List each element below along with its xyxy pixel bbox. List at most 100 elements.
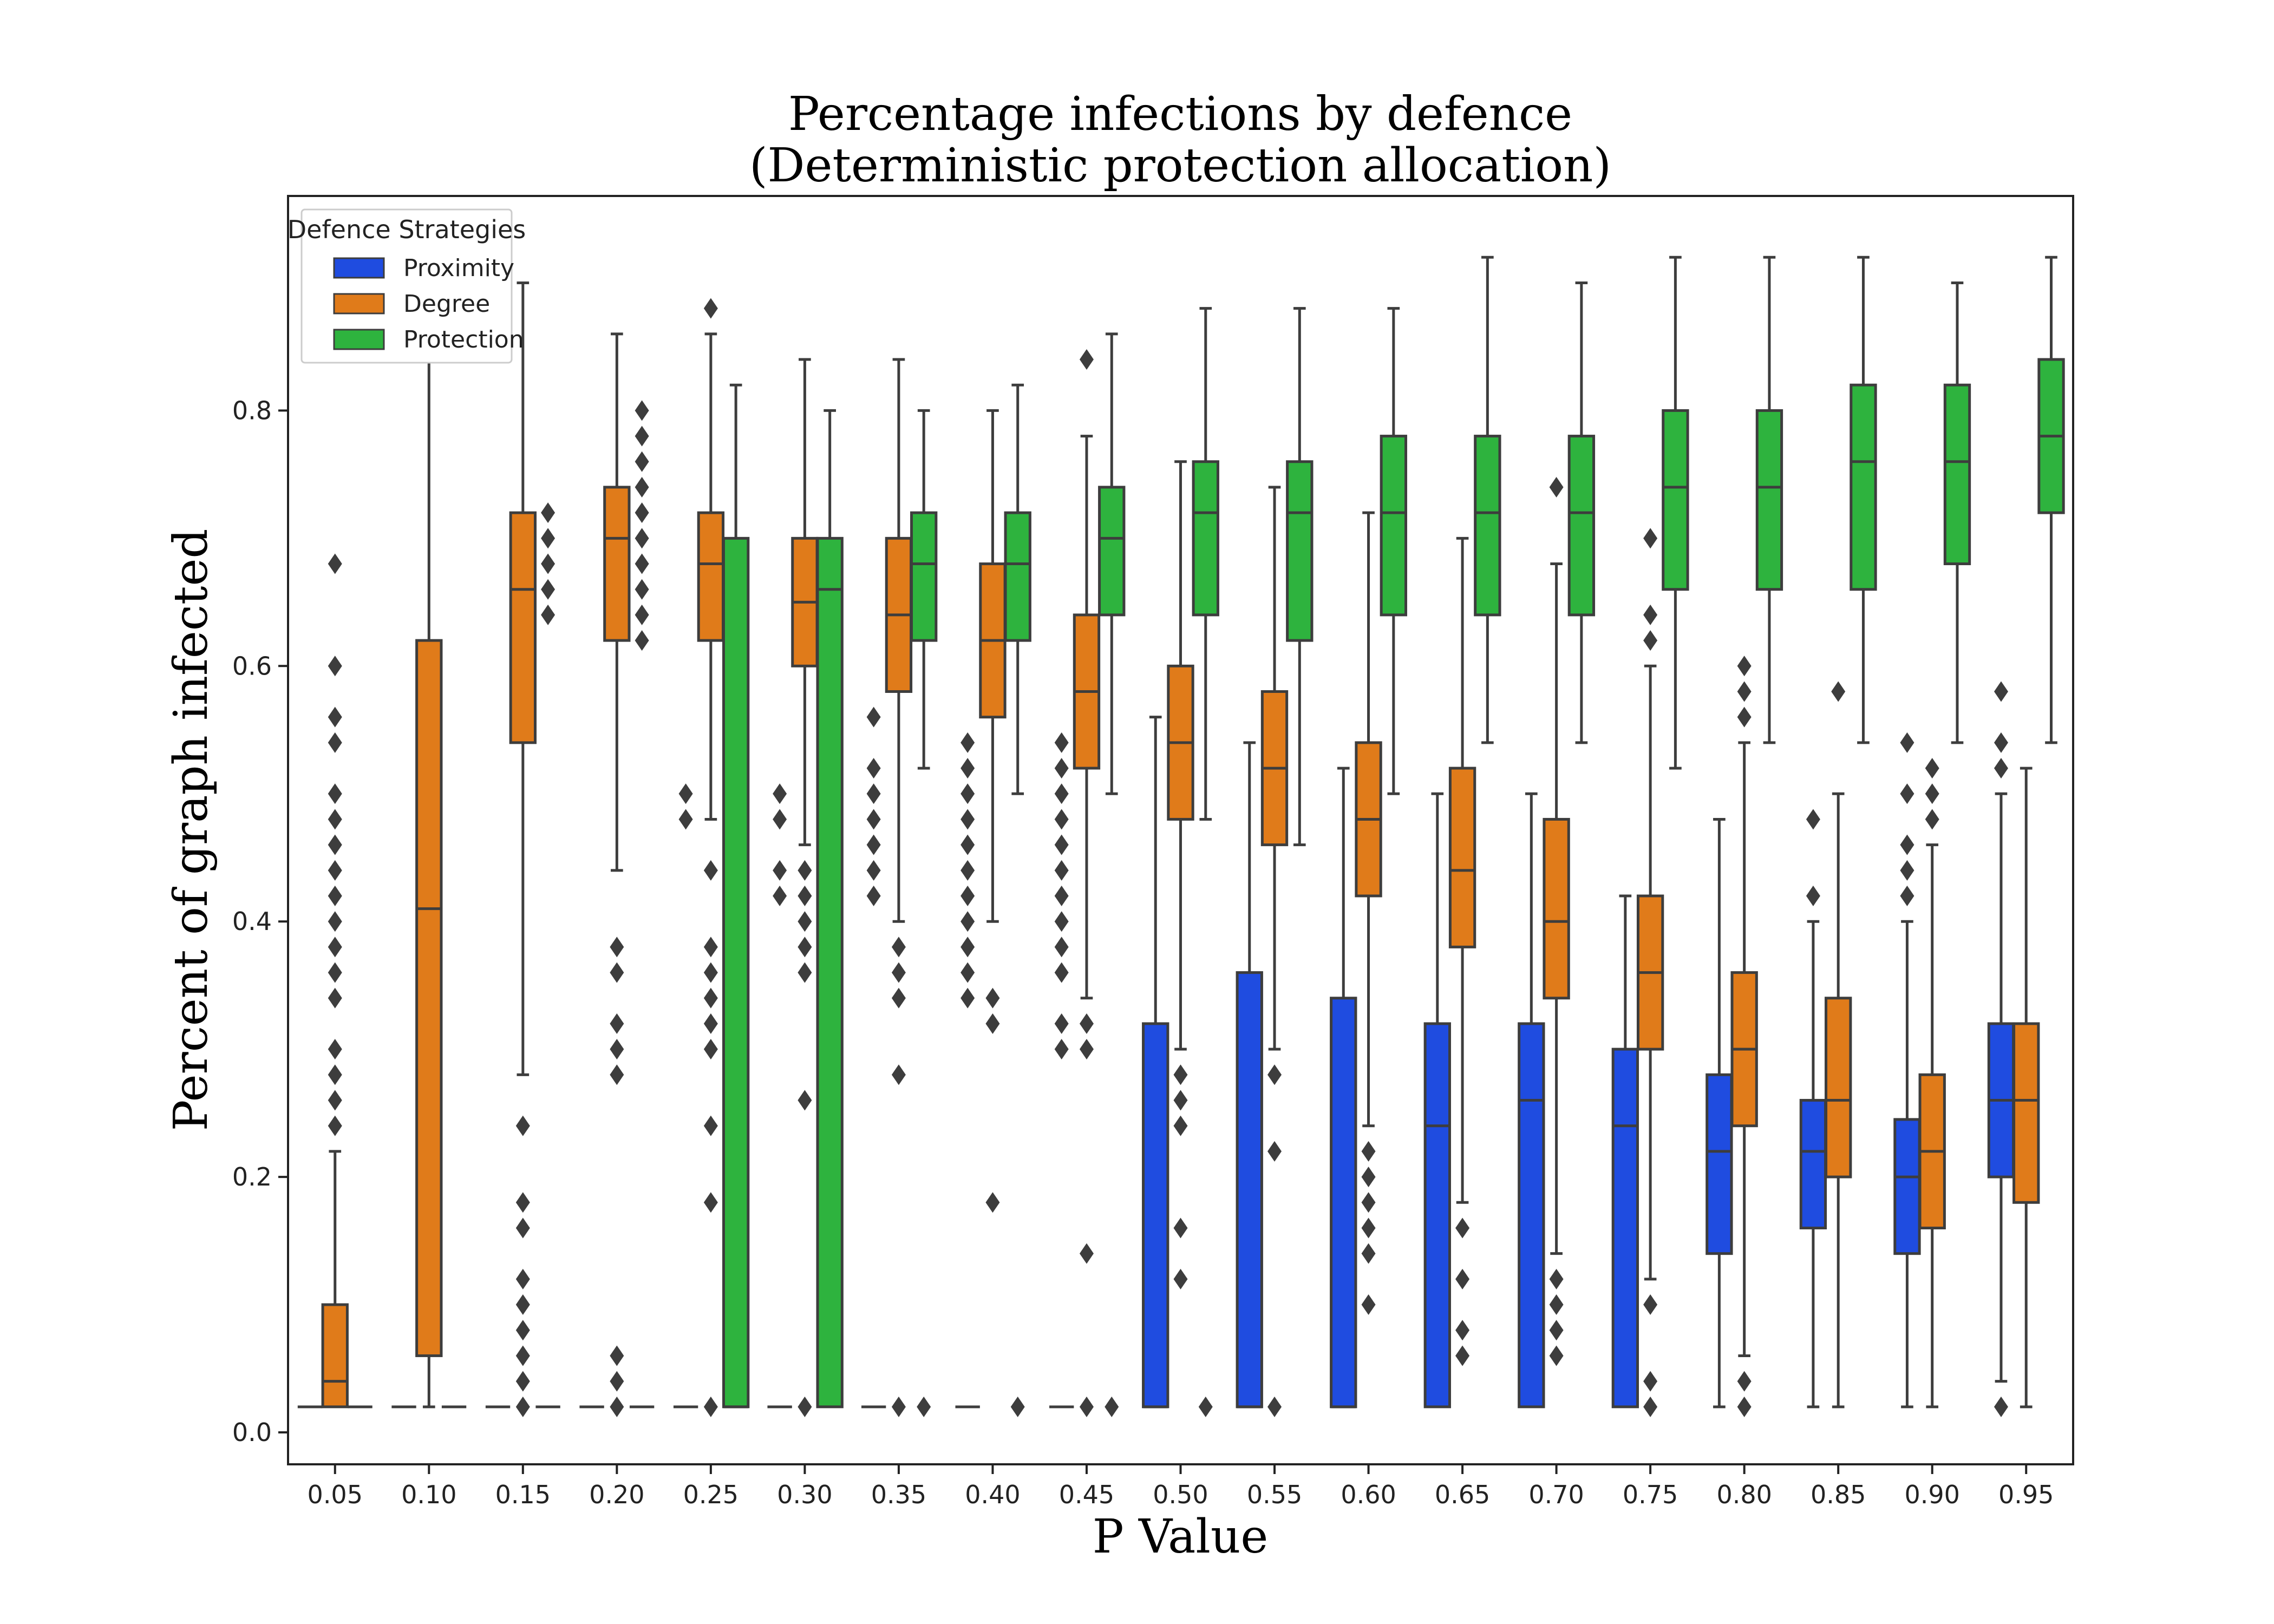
outlier-point <box>1079 1243 1094 1264</box>
box-group <box>2012 767 2040 1409</box>
outlier-point <box>1643 528 1658 549</box>
outlier-point <box>1054 1039 1069 1060</box>
x-tick-label: 0.05 <box>308 1480 363 1509</box>
box-body <box>910 511 938 642</box>
box-body <box>1611 1047 1639 1409</box>
box-group <box>1893 732 1921 1409</box>
outlier-point <box>703 1396 718 1417</box>
outlier-point <box>515 1345 530 1366</box>
box-group <box>673 783 698 1409</box>
outlier-point <box>1549 1268 1564 1289</box>
box-group <box>791 358 819 1417</box>
outlier-point <box>1455 1217 1470 1239</box>
outlier-point <box>703 298 718 319</box>
plot-area: 0.0 0.2 0.4 0.6 0.8 0.05 0.10 0.15 0.20 0.25 0.30 0… <box>232 256 2065 1509</box>
legend-entry-label: Proximity <box>403 254 514 282</box>
outlier-point <box>960 911 975 932</box>
box-group <box>1167 460 1194 1289</box>
outlier-point <box>1105 1396 1119 1417</box>
outlier-point <box>1079 1013 1094 1034</box>
outlier-point <box>328 962 342 983</box>
outlier-point <box>1455 1345 1470 1366</box>
outlier-point <box>1267 1396 1282 1417</box>
outlier-point <box>1549 1320 1564 1341</box>
box-body <box>1567 435 1596 617</box>
outlier-point <box>1198 1396 1213 1417</box>
outlier-point <box>610 962 624 983</box>
outlier-point <box>1079 1396 1094 1417</box>
x-tick-label: 0.85 <box>1811 1480 1866 1509</box>
x-tick-label: 0.35 <box>871 1480 926 1509</box>
box-group <box>1260 486 1289 1417</box>
box-group <box>1755 256 1783 744</box>
outlier-point <box>1643 630 1658 651</box>
outlier-point <box>635 425 649 447</box>
outlier-point <box>960 987 975 1009</box>
x-tick-label: 0.40 <box>965 1480 1020 1509</box>
box-group <box>1380 307 1408 795</box>
outlier-point <box>541 528 556 549</box>
outlier-point <box>1054 886 1069 907</box>
outlier-point <box>798 962 812 983</box>
box-body <box>1286 460 1314 642</box>
outlier-point <box>960 783 975 804</box>
outlier-point <box>328 1039 342 1060</box>
box-body <box>1825 997 1852 1178</box>
box-body <box>1518 1022 1545 1409</box>
outlier-point <box>328 1115 342 1136</box>
outlier-point <box>960 860 975 881</box>
outlier-point <box>1361 1243 1376 1264</box>
box-group <box>1142 716 1169 1409</box>
outlier-point <box>1925 758 1939 779</box>
box-body <box>1943 383 1971 566</box>
outlier-point <box>328 834 342 855</box>
box-body <box>1799 1099 1827 1229</box>
outlier-point <box>328 987 342 1009</box>
outlier-point <box>1831 681 1846 702</box>
box-body <box>1423 1022 1451 1409</box>
chart-subtitle: (Deterministic protection allocation) <box>749 139 1611 193</box>
box-group <box>629 400 655 1409</box>
box-group <box>1286 307 1314 847</box>
box-group <box>1073 349 1101 1417</box>
outlier-point <box>1079 349 1094 370</box>
outlier-point <box>773 886 787 907</box>
outlier-point <box>610 937 624 958</box>
outlier-point <box>678 809 693 830</box>
outlier-point <box>515 1396 530 1417</box>
box-body <box>1893 1118 1921 1255</box>
outlier-point <box>515 1268 530 1289</box>
chart-title: Percentage infections by defence <box>788 87 1572 141</box>
box-group <box>885 358 913 1417</box>
box-group <box>816 409 844 1409</box>
outlier-point <box>1455 1268 1470 1289</box>
outlier-point <box>1994 732 2008 753</box>
outlier-point <box>328 1090 342 1111</box>
box-group <box>697 298 725 1417</box>
outlier-point <box>985 1013 1000 1034</box>
outlier-point <box>1737 681 1752 702</box>
x-tick-label: 0.75 <box>1623 1480 1678 1509</box>
box-body <box>722 536 750 1409</box>
legend-entry-label: Protection <box>403 326 524 353</box>
outlier-point <box>1054 1013 1069 1034</box>
box-body <box>1448 767 1476 948</box>
outlier-point <box>328 886 342 907</box>
outlier-point <box>678 783 693 804</box>
outlier-point <box>1267 1141 1282 1162</box>
box-group <box>1448 536 1476 1366</box>
outlier-point <box>610 1396 624 1417</box>
outlier-point <box>866 834 881 855</box>
x-axis-label: P Value <box>1093 1510 1268 1564</box>
box-group <box>1098 332 1126 1417</box>
outlier-point <box>1925 809 1939 830</box>
outlier-point <box>1737 706 1752 728</box>
y-tick-label: 0.6 <box>232 651 272 680</box>
y-tick-label: 0.2 <box>232 1162 272 1191</box>
outlier-point <box>891 987 906 1009</box>
outlier-point <box>985 1192 1000 1213</box>
y-tick-label: 0.8 <box>232 396 272 425</box>
outlier-point <box>1455 1320 1470 1341</box>
legend-swatch <box>333 257 385 279</box>
